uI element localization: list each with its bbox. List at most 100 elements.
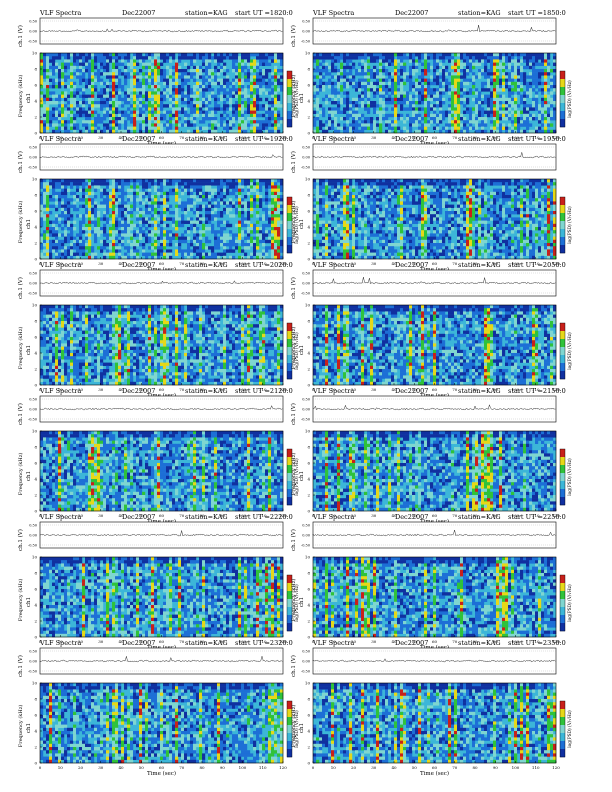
spectrogram-cell xyxy=(493,91,497,95)
spectrogram-cell xyxy=(373,126,377,130)
spectrogram-cell xyxy=(268,230,272,234)
spectrogram-cell xyxy=(40,120,44,124)
spectrogram-cell xyxy=(406,97,410,102)
spectrogram-cell xyxy=(220,188,224,192)
spectrogram-cell xyxy=(439,53,443,57)
spectrogram-cell xyxy=(169,188,173,192)
spectrogram-cell xyxy=(46,91,50,95)
spectrogram-cell xyxy=(214,243,218,247)
spectrogram-cell xyxy=(175,88,179,92)
spectrogram-cell xyxy=(439,91,443,95)
spectrogram-cell xyxy=(148,217,152,221)
spectrogram-cell xyxy=(427,101,431,105)
spectrogram-cell xyxy=(508,65,512,70)
spectrogram-cell xyxy=(367,120,371,124)
spectrogram-cell xyxy=(43,117,47,121)
spectrogram-cell xyxy=(88,110,92,114)
spectrogram-cell xyxy=(58,191,62,196)
spectrogram-cell xyxy=(346,185,350,189)
spectrogram-cell xyxy=(337,191,341,196)
spectrogram-cell xyxy=(127,97,131,102)
spectrogram-cell xyxy=(73,120,77,124)
spectrogram-cell xyxy=(55,191,59,196)
spectrogram-cell xyxy=(358,97,362,102)
spectrogram-cell xyxy=(148,233,152,237)
spectrogram-cell xyxy=(337,185,341,189)
spectrogram-cell xyxy=(94,230,98,234)
spectrogram-cell xyxy=(43,123,47,127)
spectrogram-cell xyxy=(346,113,350,118)
spectrogram-cell xyxy=(346,188,350,192)
spectrogram-cell xyxy=(496,104,500,108)
spectrogram-cell xyxy=(142,188,146,192)
spectrogram-cell xyxy=(328,233,332,237)
spectrogram-cell xyxy=(367,246,371,250)
spectrogram-cell xyxy=(232,120,236,124)
spectrogram-cell xyxy=(193,227,197,231)
colorbar-segment xyxy=(560,71,565,80)
spectrogram-cell xyxy=(460,81,464,86)
ch1-axis-label: ch.1 (V) xyxy=(290,25,297,47)
spectrogram-cell xyxy=(274,81,278,86)
spectrogram-cell xyxy=(55,85,59,89)
spectrogram-cell xyxy=(100,91,104,95)
spectrogram-cell xyxy=(262,113,266,118)
spectrogram-cell xyxy=(91,72,95,76)
spectrogram-cell xyxy=(160,227,164,231)
spectrogram-cell xyxy=(241,117,245,121)
spectrogram-cell xyxy=(433,126,437,130)
spectrogram-cell xyxy=(520,72,524,76)
spectrogram-cell xyxy=(319,62,323,66)
spectrogram-cell xyxy=(532,65,536,70)
spectrogram-cell xyxy=(406,94,410,98)
spectrogram-cell xyxy=(190,53,194,57)
spectrogram-cell xyxy=(76,110,80,114)
spectrogram-cell xyxy=(40,59,44,63)
spectrogram-cell xyxy=(409,126,413,130)
spectrogram-cell xyxy=(550,123,554,127)
spectrogram-cell xyxy=(118,97,122,102)
spectrogram-cell xyxy=(214,217,218,221)
spectrogram-cell xyxy=(79,182,83,186)
spectrogram-cell xyxy=(403,91,407,95)
spectrogram-cell xyxy=(550,117,554,121)
spectrogram-cell xyxy=(430,91,434,95)
spectrogram-cell xyxy=(175,59,179,63)
spectrogram-cell xyxy=(337,223,341,228)
spectrogram-cell xyxy=(208,94,212,98)
spectrogram-cell xyxy=(67,110,71,114)
spectrogram-cell xyxy=(202,120,206,124)
spectrogram-cell xyxy=(223,243,227,247)
spectrogram-cell xyxy=(52,107,56,111)
spectrogram-cell xyxy=(400,78,404,82)
spectrogram-cell xyxy=(190,220,194,224)
spectrogram-cell xyxy=(136,94,140,98)
spectrogram-cell xyxy=(55,227,59,231)
spectrogram-cell xyxy=(79,62,83,66)
spectrogram-cell xyxy=(319,85,323,89)
spectrogram-cell xyxy=(169,94,173,98)
spectrogram-cell xyxy=(154,56,158,60)
spectrogram-cell xyxy=(58,65,62,70)
spectrogram-cell xyxy=(535,126,539,130)
spectrogram-cell xyxy=(103,69,107,73)
spectrogram-cell xyxy=(193,117,197,121)
spectrogram-cell xyxy=(112,249,116,253)
spectrogram-cell xyxy=(487,110,491,114)
spectrogram-cell xyxy=(229,207,233,212)
spectrogram-cell xyxy=(379,101,383,105)
spectrogram-cell xyxy=(331,201,335,205)
spectrogram-cell xyxy=(226,236,230,240)
spectrogram-cell xyxy=(136,207,140,212)
spectrogram-cell xyxy=(199,198,203,202)
spectrogram-cell xyxy=(343,117,347,121)
spectrogram-cell xyxy=(523,117,527,121)
spectrogram-cell xyxy=(352,220,356,224)
spectrogram-cell xyxy=(196,104,200,108)
spectrogram-cell xyxy=(166,195,170,199)
spectrogram-cell xyxy=(400,104,404,108)
spectrogram-cell xyxy=(241,65,245,70)
spectrogram-cell xyxy=(211,198,215,202)
spectrogram-cell xyxy=(334,195,338,199)
spectrogram-cell xyxy=(40,223,44,228)
